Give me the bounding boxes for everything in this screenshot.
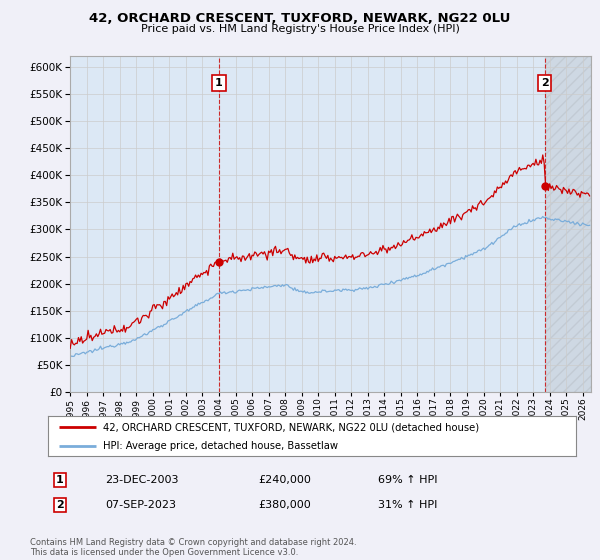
Text: Price paid vs. HM Land Registry's House Price Index (HPI): Price paid vs. HM Land Registry's House … — [140, 24, 460, 34]
Text: 23-DEC-2003: 23-DEC-2003 — [105, 475, 179, 485]
Text: 2: 2 — [56, 500, 64, 510]
Text: 69% ↑ HPI: 69% ↑ HPI — [378, 475, 437, 485]
Text: Contains HM Land Registry data © Crown copyright and database right 2024.
This d: Contains HM Land Registry data © Crown c… — [30, 538, 356, 557]
Text: £240,000: £240,000 — [258, 475, 311, 485]
Text: 1: 1 — [56, 475, 64, 485]
Text: £380,000: £380,000 — [258, 500, 311, 510]
Text: 07-SEP-2023: 07-SEP-2023 — [105, 500, 176, 510]
Text: 31% ↑ HPI: 31% ↑ HPI — [378, 500, 437, 510]
Text: 1: 1 — [215, 78, 223, 88]
Text: HPI: Average price, detached house, Bassetlaw: HPI: Average price, detached house, Bass… — [103, 441, 338, 451]
Bar — [545, 56, 591, 392]
Text: 2: 2 — [541, 78, 548, 88]
Text: 42, ORCHARD CRESCENT, TUXFORD, NEWARK, NG22 0LU (detached house): 42, ORCHARD CRESCENT, TUXFORD, NEWARK, N… — [103, 422, 479, 432]
Text: 42, ORCHARD CRESCENT, TUXFORD, NEWARK, NG22 0LU: 42, ORCHARD CRESCENT, TUXFORD, NEWARK, N… — [89, 12, 511, 25]
